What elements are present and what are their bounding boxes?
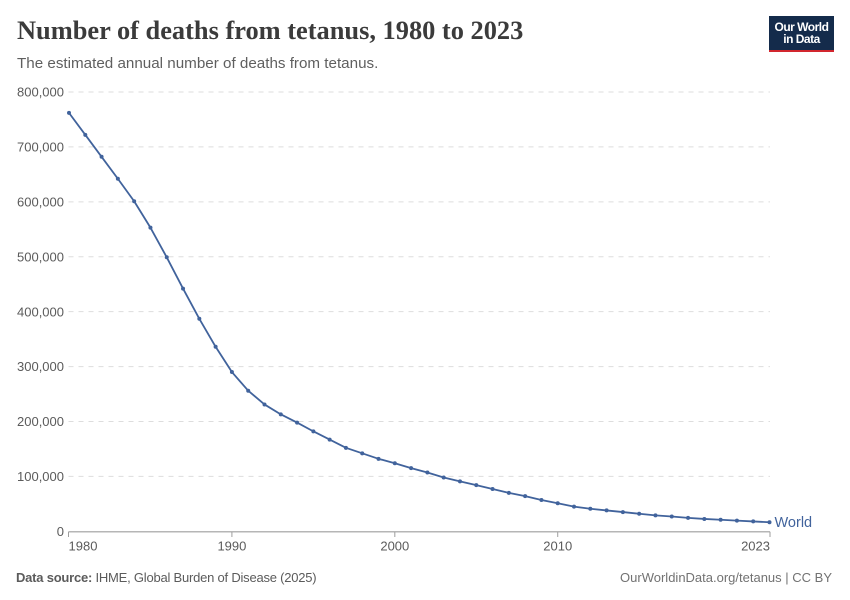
data-point-2006[interactable] <box>490 487 495 492</box>
data-point-2019[interactable] <box>702 516 707 521</box>
data-point-1992[interactable] <box>262 402 267 407</box>
owid-logo[interactable]: Our World in Data <box>769 16 834 52</box>
data-point-1991[interactable] <box>246 388 251 393</box>
data-point-2012[interactable] <box>588 506 593 511</box>
data-point-1984[interactable] <box>132 199 137 204</box>
data-point-2000[interactable] <box>392 461 397 466</box>
data-point-2018[interactable] <box>686 515 691 520</box>
data-point-1999[interactable] <box>376 456 381 461</box>
y-tick-label-100000: 100,000 <box>17 469 64 484</box>
data-point-2023[interactable] <box>767 520 772 525</box>
credit-link[interactable]: OurWorldinData.org/tetanus | CC BY <box>620 569 832 585</box>
x-tick-label-1990: 1990 <box>217 539 246 554</box>
data-point-2001[interactable] <box>409 466 414 471</box>
y-tick-label-200000: 200,000 <box>17 414 64 429</box>
data-point-1987[interactable] <box>181 286 186 291</box>
data-point-1998[interactable] <box>360 451 365 456</box>
data-point-2002[interactable] <box>425 470 430 475</box>
data-point-1995[interactable] <box>311 429 316 434</box>
y-tick-label-700000: 700,000 <box>17 140 64 155</box>
data-point-1994[interactable] <box>295 420 300 425</box>
data-point-2017[interactable] <box>669 514 674 519</box>
data-point-1990[interactable] <box>229 370 234 375</box>
series-line-world[interactable] <box>68 111 771 524</box>
data-point-2020[interactable] <box>718 517 723 522</box>
data-point-1982[interactable] <box>99 154 104 159</box>
data-point-2010[interactable] <box>555 501 560 506</box>
y-tick-label-500000: 500,000 <box>17 249 64 264</box>
x-tick-label-2010: 2010 <box>543 539 572 554</box>
data-point-1980[interactable] <box>67 110 71 115</box>
data-point-2004[interactable] <box>457 479 462 484</box>
data-point-2005[interactable] <box>474 483 479 488</box>
data-point-2013[interactable] <box>604 508 609 513</box>
data-source-text: IHME, Global Burden of Disease (2025) <box>92 569 317 585</box>
x-tick-label-1980: 1980 <box>69 539 98 554</box>
data-point-2007[interactable] <box>506 490 511 495</box>
data-point-1993[interactable] <box>278 412 283 417</box>
owid-logo-line2: in Data <box>783 31 820 46</box>
data-point-1983[interactable] <box>115 176 120 181</box>
owid-logo-line1: Our World <box>774 19 829 34</box>
x-tick-label-2023: 2023 <box>741 539 770 554</box>
data-point-1985[interactable] <box>148 225 153 230</box>
y-tick-label-800000: 800,000 <box>17 85 64 100</box>
data-point-1996[interactable] <box>327 437 332 442</box>
x-tick-label-2000: 2000 <box>380 539 409 554</box>
y-tick-label-0: 0 <box>57 524 64 539</box>
data-point-2022[interactable] <box>751 519 756 524</box>
data-point-1989[interactable] <box>213 344 218 349</box>
data-point-2015[interactable] <box>637 511 642 516</box>
data-point-2021[interactable] <box>734 518 739 523</box>
data-point-1986[interactable] <box>164 255 169 260</box>
data-point-2011[interactable] <box>572 504 577 509</box>
chart-subtitle: The estimated annual number of deaths fr… <box>17 55 379 72</box>
data-point-2014[interactable] <box>620 510 625 515</box>
data-point-1981[interactable] <box>83 132 88 137</box>
data-source: Data source: IHME, Global Burden of Dise… <box>16 569 317 585</box>
y-tick-label-300000: 300,000 <box>17 359 64 374</box>
y-tick-label-600000: 600,000 <box>17 194 64 209</box>
data-point-2003[interactable] <box>441 475 446 480</box>
data-source-label: Data source: <box>16 569 93 585</box>
data-point-2016[interactable] <box>653 513 658 518</box>
data-point-1988[interactable] <box>197 316 202 321</box>
chart-title: Number of deaths from tetanus, 1980 to 2… <box>17 15 524 45</box>
data-point-2009[interactable] <box>539 498 544 502</box>
y-tick-label-400000: 400,000 <box>17 304 64 319</box>
series-label-world[interactable]: World <box>775 515 813 531</box>
data-point-2008[interactable] <box>523 494 528 499</box>
data-point-1997[interactable] <box>343 445 348 450</box>
